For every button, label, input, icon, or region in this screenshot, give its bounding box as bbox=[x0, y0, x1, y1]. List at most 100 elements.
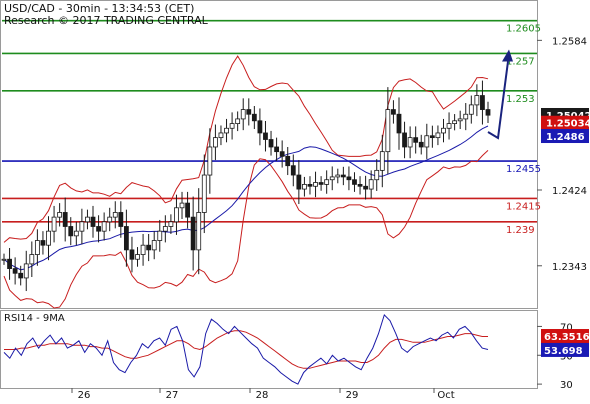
rsi-title: RSI14 - 9MA bbox=[4, 313, 65, 324]
candle-body bbox=[413, 137, 419, 143]
candle-body bbox=[407, 137, 413, 148]
candle-body bbox=[429, 135, 435, 139]
main-plot-frame bbox=[0, 0, 538, 309]
candle-body bbox=[296, 174, 302, 190]
forecast-arrow-line bbox=[487, 61, 509, 140]
candle-body bbox=[146, 244, 152, 251]
bollinger-bands-group bbox=[3, 55, 489, 309]
level-label-resistance-1.2605: 1.2605 bbox=[506, 24, 541, 35]
price-axis-group: 1.2584 1.2424 1.2343 bbox=[537, 36, 587, 273]
candle-body bbox=[379, 151, 385, 171]
upper-band-line bbox=[3, 55, 489, 243]
candle-body bbox=[96, 226, 101, 232]
candle-body bbox=[62, 212, 68, 227]
candle-body bbox=[263, 132, 268, 140]
badge-bg-rsi-value bbox=[541, 342, 589, 357]
candle-body bbox=[235, 118, 241, 125]
candle-body bbox=[23, 263, 29, 279]
candle-body bbox=[441, 127, 446, 134]
rsi-tick-label: 30 bbox=[560, 380, 573, 391]
candle-body bbox=[285, 155, 291, 167]
candle-body bbox=[396, 113, 402, 134]
candle-body bbox=[157, 230, 163, 241]
candle-body bbox=[174, 207, 179, 223]
level-label-resistance-1.257: 1.257 bbox=[506, 56, 535, 67]
candle-body bbox=[201, 174, 207, 213]
candle-body bbox=[480, 95, 485, 110]
candle-body bbox=[79, 221, 85, 232]
candle-body bbox=[402, 132, 407, 148]
candle-body bbox=[240, 109, 246, 120]
candle-body bbox=[313, 182, 318, 187]
candle-body bbox=[90, 216, 96, 227]
candle-body bbox=[135, 254, 140, 260]
candle-body bbox=[357, 183, 363, 187]
candles-group bbox=[1, 80, 491, 292]
moving-average-line bbox=[3, 125, 489, 271]
time-tick-label: Oct bbox=[437, 390, 454, 400]
candle-body bbox=[85, 216, 90, 223]
chart-title: USD/CAD - 30min - 13:34:53 (CET) bbox=[4, 2, 194, 15]
level-label-support-1.2415: 1.2415 bbox=[506, 201, 541, 212]
candle-body bbox=[385, 109, 391, 153]
candle-body bbox=[251, 113, 257, 122]
candle-body bbox=[51, 216, 57, 232]
level-label-resistance-1.253: 1.253 bbox=[506, 94, 535, 105]
badge-bg-moving-average bbox=[541, 129, 589, 144]
badge-label-upper-band: 1.25034 bbox=[546, 119, 590, 130]
candle-body bbox=[418, 141, 424, 148]
candle-body bbox=[340, 174, 346, 178]
candle-body bbox=[268, 139, 274, 148]
research-credit: Research © 2017 TRADING CENTRAL bbox=[4, 14, 209, 27]
candle-body bbox=[318, 182, 324, 185]
candle-body bbox=[435, 132, 441, 139]
time-axis-group: 26 27 28 29 Oct bbox=[71, 388, 455, 401]
candle-body bbox=[68, 226, 74, 237]
level-label-support-1.239: 1.239 bbox=[506, 225, 535, 236]
candle-body bbox=[474, 95, 480, 106]
candle-body bbox=[246, 109, 252, 115]
candle-body bbox=[196, 212, 202, 251]
candle-body bbox=[101, 221, 107, 232]
price-tick-label: 1.2424 bbox=[552, 186, 587, 197]
candle-body bbox=[468, 104, 474, 115]
candle-body bbox=[446, 123, 452, 129]
badge-bg-rsi-ma-value bbox=[541, 329, 589, 344]
candle-body bbox=[485, 109, 491, 116]
candle-body bbox=[207, 146, 213, 176]
candle-body bbox=[290, 165, 296, 176]
candle-body bbox=[391, 109, 396, 115]
candle-body bbox=[374, 169, 380, 181]
rsi-line bbox=[3, 313, 489, 385]
candle-body bbox=[140, 244, 146, 255]
lower-band-line bbox=[3, 150, 489, 309]
forecast-arrow-head bbox=[502, 49, 513, 62]
time-tick-label: 29 bbox=[346, 390, 359, 400]
candle-body bbox=[29, 254, 35, 265]
rsi-plot-frame bbox=[0, 310, 538, 389]
price-tick-label: 1.2584 bbox=[552, 36, 587, 47]
candle-body bbox=[229, 123, 235, 129]
candle-body bbox=[274, 146, 279, 153]
candle-body bbox=[307, 183, 313, 187]
rsi-tick-label: 70 bbox=[560, 322, 573, 333]
candle-body bbox=[368, 179, 374, 190]
candle-body bbox=[213, 137, 218, 148]
time-tick-label: 28 bbox=[256, 390, 269, 400]
candle-body bbox=[46, 230, 51, 246]
candle-body bbox=[118, 212, 124, 227]
candle-body bbox=[162, 226, 168, 232]
candle-body bbox=[352, 179, 357, 185]
candle-body bbox=[452, 120, 458, 124]
candle-body bbox=[335, 174, 341, 178]
forecast-group bbox=[487, 49, 513, 140]
candle-body bbox=[1, 258, 7, 261]
candle-body bbox=[279, 151, 285, 157]
candle-body bbox=[329, 176, 335, 181]
price-tick-label: 1.2343 bbox=[552, 262, 587, 273]
candle-body bbox=[218, 132, 224, 139]
candle-body bbox=[129, 249, 135, 260]
